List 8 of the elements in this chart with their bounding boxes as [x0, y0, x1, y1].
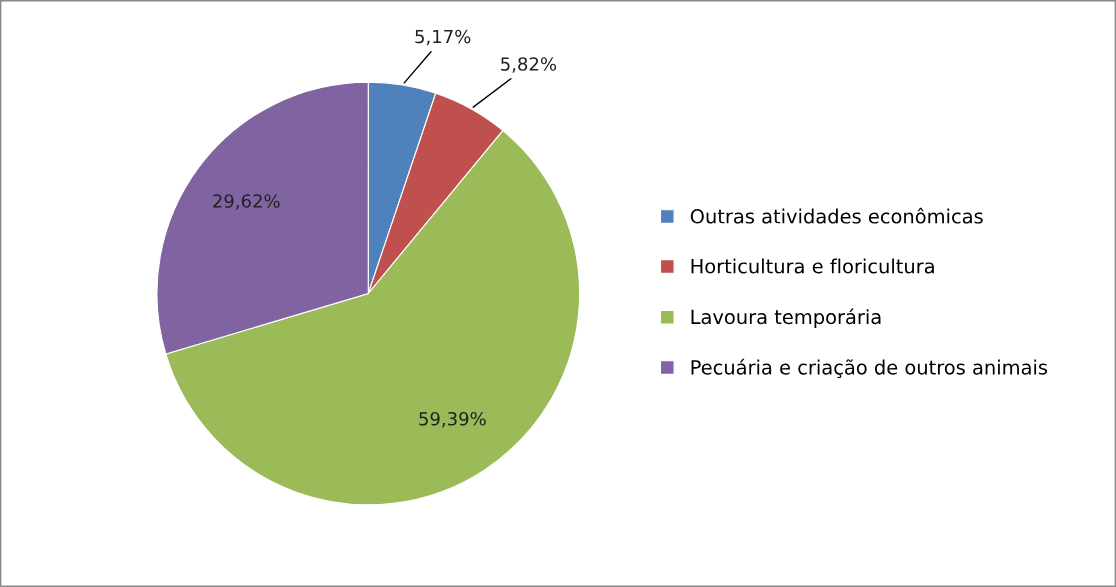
data-label: 59,39% [419, 411, 486, 428]
data-label: 5,17% [415, 29, 471, 46]
data-label: 29,62% [213, 194, 280, 210]
legend-label: Pecuária e criação de outros animais [691, 358, 1048, 379]
legend-label: Horticultura e floricultura [691, 258, 934, 274]
legend-label: Outras atividades econômicas [690, 207, 983, 224]
legend-label: Lavoura temporária [691, 308, 881, 329]
data-label: 5,82% [501, 57, 557, 73]
